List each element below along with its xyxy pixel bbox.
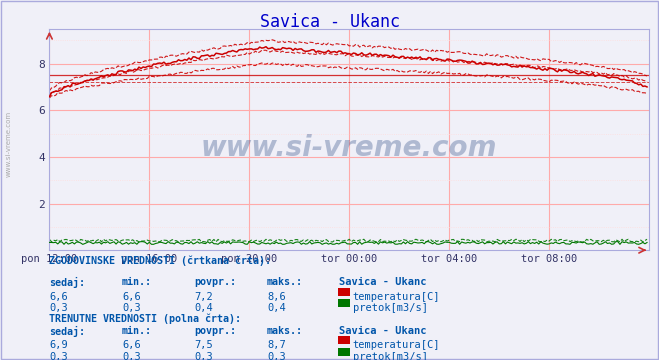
Text: temperatura[C]: temperatura[C] — [353, 292, 440, 302]
Text: 6,9: 6,9 — [49, 340, 68, 350]
Text: temperatura[C]: temperatura[C] — [353, 340, 440, 350]
Text: 6,6: 6,6 — [122, 292, 140, 302]
Text: pretok[m3/s]: pretok[m3/s] — [353, 352, 428, 360]
Text: 6,6: 6,6 — [49, 292, 68, 302]
Text: 0,3: 0,3 — [49, 352, 68, 360]
Text: www.si-vreme.com: www.si-vreme.com — [5, 111, 12, 177]
Text: povpr.:: povpr.: — [194, 326, 237, 336]
Text: 8,7: 8,7 — [267, 340, 285, 350]
Text: www.si-vreme.com: www.si-vreme.com — [201, 134, 498, 162]
Text: 0,3: 0,3 — [122, 352, 140, 360]
Text: ZGODOVINSKE VREDNOSTI (črtkana črta):: ZGODOVINSKE VREDNOSTI (črtkana črta): — [49, 256, 272, 266]
Text: 0,3: 0,3 — [49, 303, 68, 313]
Text: Savica - Ukanc: Savica - Ukanc — [339, 277, 427, 287]
Text: min.:: min.: — [122, 326, 152, 336]
Text: 7,2: 7,2 — [194, 292, 213, 302]
Text: min.:: min.: — [122, 277, 152, 287]
Text: maks.:: maks.: — [267, 326, 303, 336]
Text: sedaj:: sedaj: — [49, 277, 86, 288]
Text: TRENUTNE VREDNOSTI (polna črta):: TRENUTNE VREDNOSTI (polna črta): — [49, 314, 241, 324]
Text: 0,3: 0,3 — [194, 352, 213, 360]
Text: sedaj:: sedaj: — [49, 326, 86, 337]
Text: 6,6: 6,6 — [122, 340, 140, 350]
Text: pretok[m3/s]: pretok[m3/s] — [353, 303, 428, 313]
Text: maks.:: maks.: — [267, 277, 303, 287]
Text: 0,4: 0,4 — [267, 303, 285, 313]
Text: 7,5: 7,5 — [194, 340, 213, 350]
Text: povpr.:: povpr.: — [194, 277, 237, 287]
Text: 0,3: 0,3 — [122, 303, 140, 313]
Text: Savica - Ukanc: Savica - Ukanc — [339, 326, 427, 336]
Text: 0,3: 0,3 — [267, 352, 285, 360]
Text: Savica - Ukanc: Savica - Ukanc — [260, 13, 399, 31]
Text: 0,4: 0,4 — [194, 303, 213, 313]
Text: 8,6: 8,6 — [267, 292, 285, 302]
